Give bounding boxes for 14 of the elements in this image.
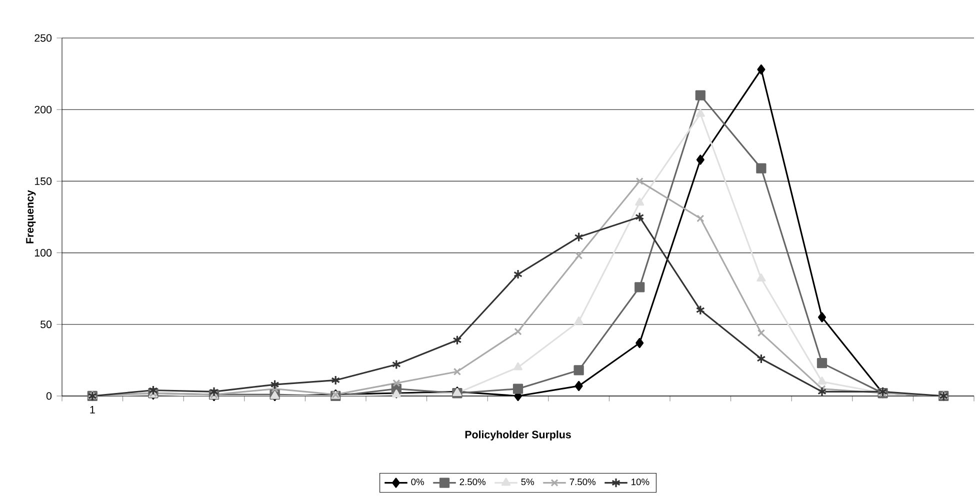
- y-tick-label: 150: [34, 177, 52, 185]
- x-tick-label: 1: [90, 406, 95, 414]
- y-tick-label: 0: [46, 392, 52, 400]
- y-tick-label: 50: [40, 320, 52, 328]
- y-tick-label: 200: [34, 106, 52, 114]
- legend-label: 10%: [632, 478, 650, 486]
- y-tick-label: 100: [34, 249, 52, 257]
- y-axis-title: Frequency: [26, 190, 36, 244]
- x-axis-title: Policyholder Surplus: [465, 430, 571, 440]
- legend-label: 2.50%: [460, 478, 486, 486]
- legend-label: 0%: [411, 478, 424, 486]
- legend-label: 5%: [521, 478, 534, 486]
- legend-label: 7.50%: [570, 478, 596, 486]
- y-tick-label: 250: [34, 34, 52, 42]
